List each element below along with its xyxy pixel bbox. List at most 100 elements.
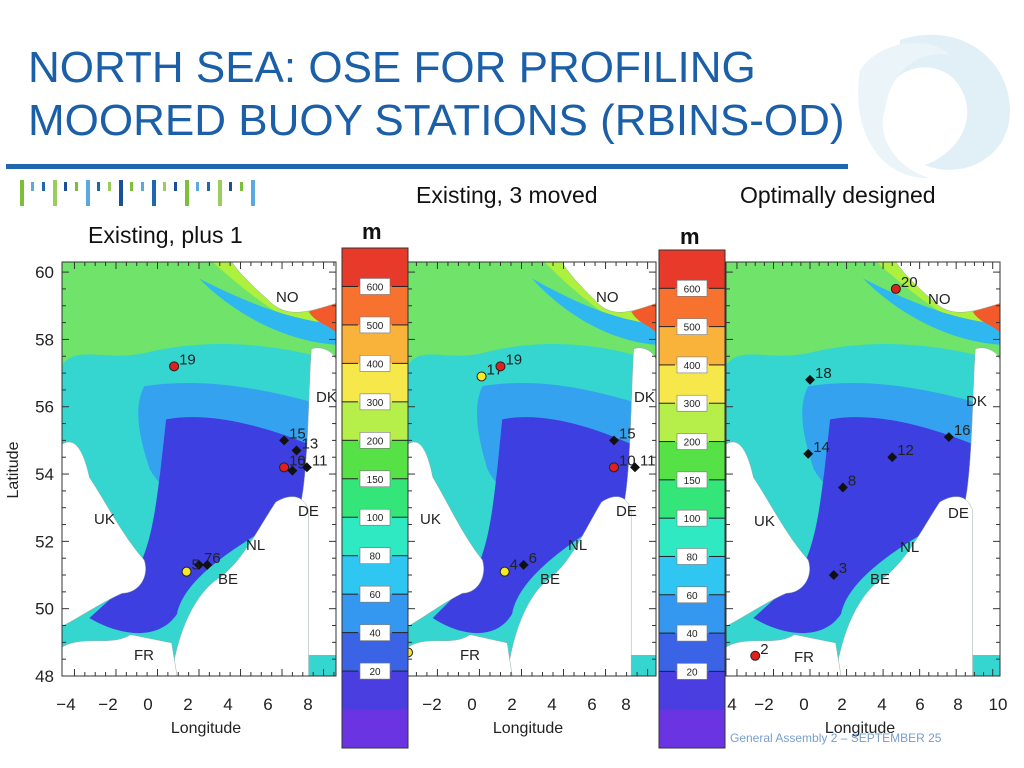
- tick-mark: [174, 182, 177, 191]
- tick-mark: [130, 182, 133, 191]
- ocean-trench-blue: [863, 278, 1000, 345]
- country-label-dk: DK: [966, 393, 987, 410]
- panel3-label: Optimally designed: [740, 182, 936, 208]
- country-label-nl: NL: [568, 537, 587, 554]
- colorbar-label-box: [676, 433, 708, 450]
- colorbar-label-box: [359, 585, 391, 603]
- station-marker: [803, 448, 814, 459]
- map-area: [726, 262, 1000, 676]
- colorbar-label-box: [359, 278, 391, 295]
- lon-tick-label: 0: [467, 695, 476, 714]
- ocean-trench-blue: [532, 278, 656, 345]
- lon-tick-label: 10: [989, 695, 1008, 714]
- station-label: 14: [813, 439, 830, 456]
- country-label-fr: FR: [794, 649, 814, 666]
- country-label-dk: DK: [634, 389, 655, 406]
- station-marker: [279, 435, 290, 446]
- colorbar-label: 150: [367, 475, 384, 486]
- lon-tick-label: 4: [727, 695, 736, 714]
- station-label: 12: [897, 442, 914, 459]
- station-marker: [518, 559, 529, 570]
- station-marker: [750, 650, 761, 661]
- logo-swirl-inner: [858, 43, 950, 179]
- land-norway: [561, 262, 656, 313]
- station-label: 6: [529, 550, 537, 567]
- station-label: 11: [312, 452, 328, 469]
- lon-tick-label: 6: [587, 695, 596, 714]
- station-marker: [279, 462, 290, 473]
- colorbar-label: 300: [684, 399, 701, 410]
- station-label: 5: [192, 557, 200, 574]
- axis-ticks: [408, 262, 656, 677]
- colorbar-label-box: [676, 624, 708, 642]
- station-label: 11: [640, 452, 656, 469]
- station-marker: [943, 432, 954, 442]
- colorbar-label: 20: [686, 667, 698, 678]
- tick-mark: [64, 182, 67, 191]
- tick-mark: [196, 182, 199, 191]
- lat-tick-label: 56: [35, 398, 54, 417]
- colorbar-label-box: [359, 662, 391, 680]
- axis-ticks: [62, 262, 336, 677]
- tick-mark: [31, 182, 34, 191]
- station-marker: [630, 462, 640, 473]
- station-marker: [169, 361, 180, 372]
- country-label-be: BE: [870, 571, 890, 588]
- station-label: 8: [848, 473, 856, 490]
- x-axis-title: Longitude: [171, 720, 241, 737]
- colorbar-label: 500: [684, 323, 701, 334]
- panel2-label: Existing, 3 moved: [416, 182, 598, 208]
- slide-title-line1: NORTH SEA: OSE FOR PROFILING: [28, 43, 756, 92]
- station-label: 7: [204, 550, 212, 567]
- land-lowlands: [171, 496, 309, 676]
- title-rule: [6, 164, 848, 169]
- tick-mark: [240, 182, 243, 191]
- lat-tick-label: 58: [35, 330, 54, 349]
- colorbar-frame: [658, 249, 726, 749]
- land-lowlands: [835, 496, 973, 676]
- map-area: [62, 262, 336, 676]
- logo: [858, 34, 1010, 179]
- tick-mark: [20, 180, 24, 206]
- tick-mark: [97, 182, 100, 191]
- colorbar-label-box: [359, 508, 391, 526]
- country-label-uk: UK: [754, 513, 775, 530]
- land-france: [726, 634, 842, 676]
- colorbar-label-box: [359, 355, 391, 372]
- colorbar-label: 400: [367, 359, 384, 370]
- station-marker: [194, 559, 204, 570]
- land-norway: [895, 262, 1000, 313]
- y-axis-title: Latitude: [5, 441, 22, 498]
- colorbar-label: 500: [367, 321, 384, 332]
- colorbar-label-box: [359, 316, 391, 334]
- tick-mark: [218, 180, 222, 206]
- tick-mark: [251, 180, 255, 206]
- station-marker: [828, 570, 839, 580]
- station-label: 15: [289, 425, 306, 442]
- lat-tick-label: 54: [35, 465, 54, 484]
- axis-ticks: [726, 262, 1000, 677]
- colorbar-label-box: [676, 280, 708, 297]
- station-label: 19: [179, 351, 196, 368]
- country-label-be: BE: [218, 571, 238, 588]
- station-marker: [181, 566, 192, 577]
- ocean-deep: [753, 417, 979, 634]
- lon-tick-label: −2: [422, 695, 441, 714]
- station-label: 6: [212, 550, 220, 567]
- tick-mark: [75, 182, 78, 191]
- lon-tick-label: 2: [837, 695, 846, 714]
- colorbar-label-box: [676, 471, 708, 489]
- lon-tick-label: 8: [621, 695, 630, 714]
- station-label: 9: [297, 456, 305, 473]
- country-label-nl: NL: [900, 539, 919, 556]
- colorbar-label: 400: [684, 361, 701, 372]
- station-label: 20: [901, 274, 918, 291]
- tick-mark: [163, 182, 166, 191]
- lon-tick-label: 0: [799, 695, 808, 714]
- lon-tick-label: 6: [263, 695, 272, 714]
- colorbar-label-box: [676, 509, 708, 527]
- colorbar-label: 150: [684, 476, 701, 487]
- station-label: 3: [839, 560, 847, 577]
- land-france: [62, 634, 178, 676]
- logo-swirl: [890, 34, 1010, 170]
